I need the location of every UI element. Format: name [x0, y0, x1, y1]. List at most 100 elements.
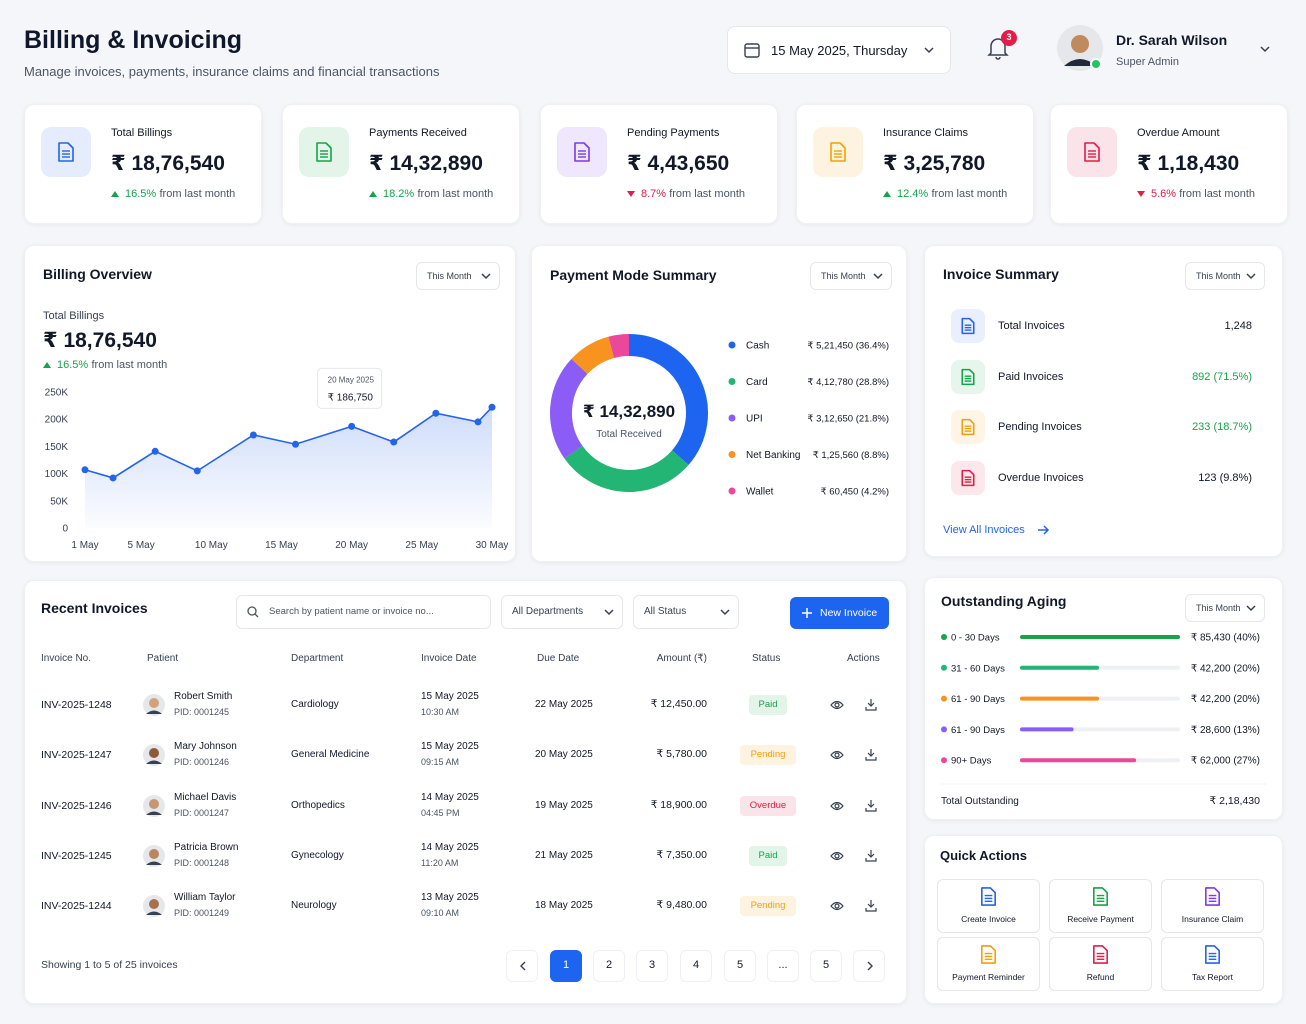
dropdown[interactable]: This Month	[810, 262, 892, 290]
invoice-time: 10:30 AM	[421, 707, 460, 717]
doc-icon	[981, 887, 996, 906]
arrow-icon	[1038, 525, 1050, 535]
doc-icon	[574, 142, 590, 162]
trend-arrow	[627, 191, 635, 197]
page-button[interactable]: ...	[767, 950, 799, 982]
calendar	[744, 43, 760, 58]
view-icon[interactable]	[830, 800, 844, 812]
page-button[interactable]: 3	[636, 950, 668, 982]
user-role: Super Admin	[1116, 56, 1179, 68]
invoice-time: 04:45 PM	[421, 807, 460, 818]
avatar-body	[146, 811, 162, 815]
view-icon[interactable]	[830, 699, 844, 711]
trend-arrow	[111, 191, 119, 197]
stat-card: Payments Received ₹ 14,32,890 18.2% from la…	[282, 104, 520, 224]
summary-value: 123 (9.8%)	[1198, 472, 1252, 485]
stat-change-text: from last month	[159, 188, 236, 200]
dropdown[interactable]: All Departments	[501, 595, 623, 629]
view-icon[interactable]	[830, 900, 844, 912]
total-label: Total Billings	[43, 310, 105, 322]
doc-outline	[1093, 945, 1108, 964]
page-button[interactable]: 1	[550, 950, 582, 982]
date-picker[interactable]: 15 May 2025, Thursday	[727, 26, 951, 74]
status: Pending	[750, 749, 786, 761]
quick-action-button[interactable]: Refund	[1049, 937, 1152, 991]
action-label: Tax Report	[1191, 972, 1234, 982]
aging-value: ₹ 85,430 (40%)	[1191, 633, 1260, 644]
dropdown[interactable]: This Month	[1185, 594, 1265, 622]
download-icon[interactable]	[865, 698, 877, 711]
page-button[interactable]: 2	[593, 950, 625, 982]
user-avatar	[1057, 25, 1103, 71]
invoice-time: 09:10 AM	[421, 908, 460, 919]
new-invoice-button[interactable]: New Invoice	[790, 597, 889, 629]
next-page[interactable]	[853, 950, 885, 982]
page-arrow	[520, 961, 526, 971]
eye	[830, 751, 844, 760]
stat-value: ₹ 18,76,540	[111, 152, 225, 175]
quick-action-button[interactable]: Create Invoice	[937, 879, 1040, 933]
legend-label: Card	[746, 377, 768, 388]
quick-action-button[interactable]: Payment Reminder	[937, 937, 1040, 991]
page-number: 4	[692, 959, 700, 971]
area	[85, 407, 492, 528]
stat-change: 5.6%	[1151, 188, 1177, 200]
plus-icon	[802, 608, 812, 618]
download	[865, 799, 877, 812]
x-tick-label: 30 May	[476, 540, 509, 551]
chevron	[481, 273, 491, 280]
download	[865, 749, 877, 761]
department: Orthopedics	[291, 799, 345, 811]
action-label: Receive Payment	[1067, 914, 1134, 924]
outstanding-aging-card: Outstanding Aging This Month 0 - 30 Days ₹ …	[924, 577, 1283, 820]
page-number: 2	[605, 959, 613, 971]
patient-name: Mary Johnson	[174, 741, 237, 753]
page-subtitle: Manage invoices, payments, insurance cla…	[24, 64, 440, 79]
view-icon[interactable]	[830, 850, 844, 862]
point	[474, 418, 482, 426]
download-icon[interactable]	[865, 849, 877, 862]
patient-avatar	[143, 844, 165, 867]
stat-icon-box	[41, 127, 91, 177]
avatar-face	[149, 748, 159, 759]
dropdown[interactable]: This Month	[1185, 262, 1265, 290]
download	[865, 849, 877, 862]
dropdown[interactable]: All Status	[633, 595, 739, 629]
page-button[interactable]: 5	[724, 950, 756, 982]
search	[247, 606, 257, 616]
column-header: Department	[291, 653, 344, 664]
download-icon[interactable]	[865, 799, 877, 812]
y-tick-label: 150K	[45, 442, 69, 453]
eye	[834, 752, 840, 758]
view-icon[interactable]	[830, 749, 844, 761]
quick-action-button[interactable]: Receive Payment	[1049, 879, 1152, 933]
aging-value: ₹ 62,000 (27%)	[1191, 756, 1260, 767]
view-all-link[interactable]: View All Invoices	[943, 524, 1025, 536]
quick-action-button[interactable]: Insurance Claim	[1161, 879, 1264, 933]
page-button[interactable]: 4	[680, 950, 712, 982]
online-dot	[1090, 58, 1102, 70]
dropdown[interactable]: This Month	[416, 262, 500, 290]
page-button[interactable]: 5	[810, 950, 842, 982]
patient-id: PID: 0001248	[174, 857, 230, 868]
prev-page[interactable]	[506, 950, 538, 982]
summary-label: Pending Invoices	[998, 421, 1082, 434]
search	[254, 613, 259, 618]
avatar-face	[1071, 35, 1089, 53]
total-value: ₹ 18,76,540	[43, 329, 157, 352]
notification-count: 3	[1006, 32, 1012, 42]
department: Gynecology	[291, 849, 344, 861]
quick-action-button[interactable]: Tax Report	[1161, 937, 1264, 991]
invoice-no: INV-2025-1248	[41, 699, 112, 711]
search-box[interactable]: Search by patient name or invoice no...	[236, 595, 491, 629]
notification-badge	[1001, 30, 1017, 46]
patient-name: Robert Smith	[174, 691, 233, 702]
status: Paid	[758, 699, 778, 710]
avatar-face	[149, 899, 159, 910]
total-value: ₹ 2,18,430	[1210, 795, 1261, 807]
download-icon[interactable]	[865, 748, 877, 761]
stat-change: 8.7%	[641, 188, 667, 200]
download-icon[interactable]	[865, 899, 877, 912]
donut-segment	[608, 334, 630, 359]
point	[292, 440, 300, 448]
